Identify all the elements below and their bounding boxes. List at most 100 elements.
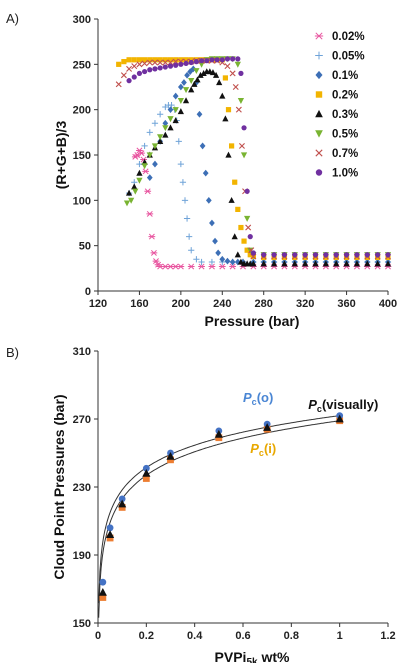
panel-a-point xyxy=(247,234,253,240)
panel-a-point xyxy=(200,70,207,76)
panel-a-point xyxy=(181,79,187,86)
panel-a-point xyxy=(215,249,222,257)
panel-a-point xyxy=(375,252,381,258)
panel-a-point xyxy=(218,263,226,270)
panel-b-x-tick-label: 0.8 xyxy=(284,630,299,642)
panel-a-point xyxy=(271,252,277,258)
panel-a-point xyxy=(151,59,158,66)
panel-a-point xyxy=(121,59,127,65)
panel-a-legend-label: 0.1% xyxy=(332,70,358,82)
panel-a-legend-label: 0.3% xyxy=(332,109,358,121)
panel-a-x-tick-label: 360 xyxy=(337,298,355,310)
panel-a-point xyxy=(232,179,238,185)
panel-a-point xyxy=(374,260,381,267)
panel-a-point xyxy=(302,252,308,258)
panel-a-point xyxy=(198,61,205,68)
panel-a-point xyxy=(141,163,148,170)
panel-b-point xyxy=(263,423,272,431)
panel-a-point xyxy=(244,188,250,194)
panel-a-point xyxy=(178,57,184,63)
panel-a-point xyxy=(187,68,194,75)
panel-a-point xyxy=(333,260,340,267)
panel-b-point xyxy=(142,464,150,472)
panel-a-point xyxy=(238,70,244,76)
panel-a-point xyxy=(240,152,248,159)
panel-b-point xyxy=(99,594,107,601)
panel-b-point xyxy=(98,587,107,596)
panel-a-label: A) xyxy=(6,11,19,26)
panel-a-point xyxy=(202,169,209,177)
panel-b-y-tick-label: 190 xyxy=(73,550,91,562)
panel-a-legend: 0.02% 0.05% 0.1% 0.2% 0.3% 0.5% 0.7% 1.0% xyxy=(314,31,365,180)
panel-a-point xyxy=(237,98,245,104)
panel-b-y-axis-title: Cloud Point Pressures (bar) xyxy=(51,394,67,579)
panel-a-point xyxy=(142,68,148,75)
panel-b-y-tick-label: 230 xyxy=(73,482,91,494)
panel-a-point xyxy=(385,252,391,258)
panel-a-point xyxy=(142,168,150,175)
panel-a-point xyxy=(182,97,190,104)
panel-a-y-axis-title: (R+G+B)/3 xyxy=(53,121,69,190)
panel-a-point xyxy=(204,58,210,64)
panel-a-point xyxy=(146,59,153,66)
panel-a-legend-marker xyxy=(315,109,323,118)
panel-a-point xyxy=(175,138,182,145)
panel-a-point xyxy=(205,196,212,204)
panel-a-point xyxy=(260,260,267,267)
panel-a-point xyxy=(126,78,132,84)
panel-a-point xyxy=(312,252,319,258)
panel-a-point xyxy=(219,255,226,263)
panel-a-point xyxy=(354,252,360,258)
panel-b-x-axis-title: PVPi5k wt% xyxy=(215,649,290,663)
panel-a-point xyxy=(212,71,220,78)
panel-a-point xyxy=(167,124,174,131)
panel-a-point xyxy=(148,233,156,240)
panel-a-point xyxy=(136,169,143,176)
panel-a-point xyxy=(234,251,241,258)
panel-b-point xyxy=(142,468,151,477)
panel-a-point xyxy=(167,57,174,63)
panel-b-x-tick-label: 0.4 xyxy=(187,630,203,642)
panel-a-point xyxy=(125,189,133,196)
panel-a-point xyxy=(144,188,152,195)
panel-a-point xyxy=(128,197,135,204)
panel-b-x-tick-label: 0.2 xyxy=(139,630,154,642)
panel-a-point xyxy=(168,102,175,109)
panel-a-point xyxy=(126,57,132,63)
panel-a-point xyxy=(229,263,237,270)
panel-a-point xyxy=(208,263,216,270)
panel-a-point xyxy=(177,108,184,115)
panel-a-point xyxy=(178,61,184,67)
panel-a-point xyxy=(131,63,138,70)
panel-b-point xyxy=(142,475,150,482)
panel-a-point xyxy=(343,252,350,258)
panel-a-point xyxy=(136,70,143,76)
panel-a-point xyxy=(151,143,159,150)
panel-a-point xyxy=(224,257,231,265)
panel-a-point xyxy=(142,57,148,63)
panel-a-point xyxy=(188,59,194,66)
panel-a-point xyxy=(123,200,131,207)
panel-a-point xyxy=(312,260,319,267)
panel-a-point xyxy=(172,107,179,114)
panel-a-legend-label: 0.02% xyxy=(332,31,365,43)
panel-b-x-tick-label: 1.2 xyxy=(380,630,395,642)
panel-a-point xyxy=(173,57,179,63)
panel-a-point xyxy=(235,56,241,62)
panel-a-point xyxy=(188,57,194,63)
panel-a-legend-marker xyxy=(315,70,323,80)
panel-a-point xyxy=(194,76,201,83)
panel-a-point xyxy=(228,196,235,203)
panel-a-point xyxy=(188,78,195,85)
panel-a-point xyxy=(222,75,228,81)
panel-b-point xyxy=(118,495,126,503)
panel-b-point xyxy=(106,530,115,538)
panel-a-point xyxy=(208,258,216,266)
panel-a-point xyxy=(353,260,361,267)
panel-b-ticks: 0 0.2 0.4 0.6 0.8 1 1.2 150 190 230 270 310 xyxy=(73,346,396,642)
panel-a-point xyxy=(241,125,247,131)
panel-b-annotations: Pc(o) Pc(visually) Pc(i) xyxy=(243,390,378,458)
panel-a-point xyxy=(157,59,164,66)
panel-a-point xyxy=(364,252,370,258)
panel-a-point xyxy=(333,252,339,258)
